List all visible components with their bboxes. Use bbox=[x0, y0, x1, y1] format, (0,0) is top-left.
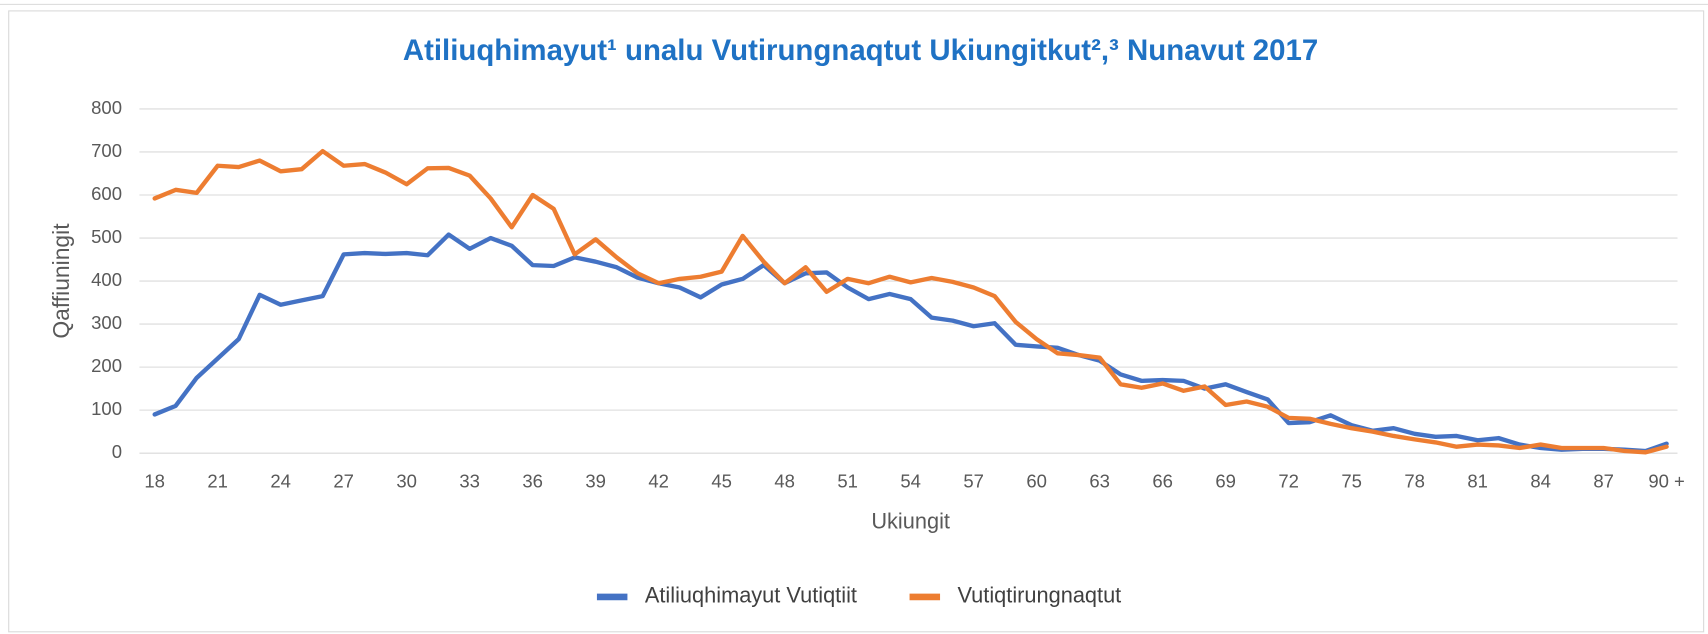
y-tick-label: 600 bbox=[91, 183, 122, 204]
y-axis-title: Qaffiuningit bbox=[48, 223, 74, 339]
x-tick-label: 81 bbox=[1467, 470, 1488, 491]
x-tick-label: 72 bbox=[1278, 470, 1299, 491]
x-tick-label: 48 bbox=[774, 470, 795, 491]
y-tick-label: 700 bbox=[91, 140, 122, 161]
x-tick-label: 69 bbox=[1215, 470, 1236, 491]
x-tick-label: 78 bbox=[1404, 470, 1425, 491]
y-tick-label: 0 bbox=[112, 441, 122, 462]
legend-label: Atiliuqhimayut Vutiqtiit bbox=[645, 583, 857, 608]
x-tick-label: 60 bbox=[1026, 470, 1047, 491]
x-tick-label: 63 bbox=[1089, 470, 1110, 491]
x-tick-label: 39 bbox=[585, 470, 606, 491]
y-tick-label: 800 bbox=[91, 97, 122, 118]
x-tick-label: 84 bbox=[1530, 470, 1551, 491]
y-tick-label: 100 bbox=[91, 398, 122, 419]
x-tick-label: 24 bbox=[270, 470, 291, 491]
x-tick-label: 30 bbox=[396, 470, 417, 491]
x-axis-title: Ukiungit bbox=[871, 509, 950, 534]
y-tick-label: 300 bbox=[91, 312, 122, 333]
x-tick-label: 27 bbox=[333, 470, 354, 491]
chart-title: Atiliuqhimayut¹ unalu Vutirungnaqtut Uki… bbox=[403, 34, 1318, 67]
y-tick-label: 400 bbox=[91, 269, 122, 290]
x-tick-label: 45 bbox=[711, 470, 732, 491]
x-tick-label: 57 bbox=[963, 470, 984, 491]
x-tick-label: 90 + bbox=[1648, 470, 1685, 491]
x-tick-label: 42 bbox=[648, 470, 669, 491]
y-tick-label: 500 bbox=[91, 226, 122, 247]
chart-frame bbox=[8, 10, 1705, 633]
x-tick-label: 54 bbox=[900, 470, 921, 491]
series-line bbox=[152, 232, 1669, 454]
x-tick-label: 66 bbox=[1152, 470, 1173, 491]
x-tick-label: 87 bbox=[1593, 470, 1614, 491]
x-tick-label: 75 bbox=[1341, 470, 1362, 491]
y-tick-label: 200 bbox=[91, 355, 122, 376]
legend-label: Vutiqtirungnaqtut bbox=[957, 583, 1121, 608]
x-tick-label: 21 bbox=[207, 470, 228, 491]
x-tick-label: 36 bbox=[522, 470, 543, 491]
x-tick-label: 33 bbox=[459, 470, 480, 491]
series-line bbox=[152, 148, 1669, 455]
x-tick-label: 51 bbox=[837, 470, 858, 491]
x-tick-label: 18 bbox=[144, 470, 165, 491]
